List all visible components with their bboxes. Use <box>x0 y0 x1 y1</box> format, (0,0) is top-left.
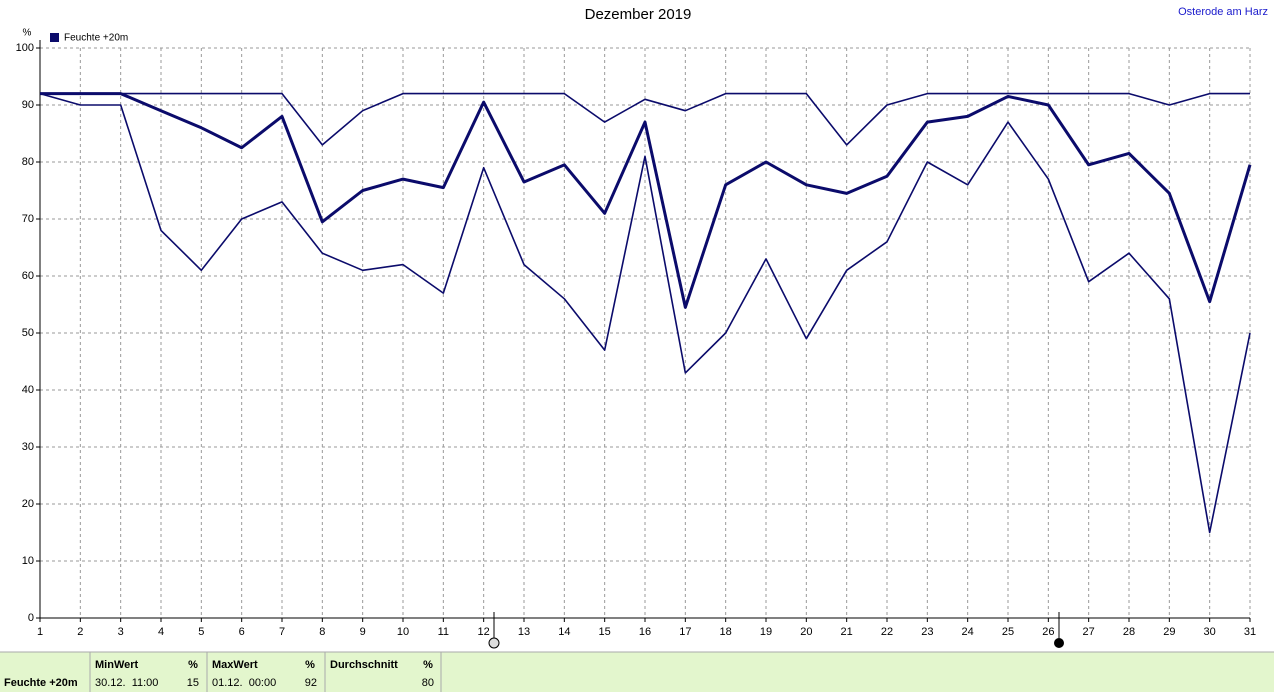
x-tick-label: 26 <box>1042 626 1054 638</box>
summary-value: 92 <box>305 677 317 689</box>
x-tick-label: 27 <box>1083 626 1095 638</box>
x-tick-label: 14 <box>558 626 570 638</box>
summary-time: 01.12. 00:00 <box>212 677 276 689</box>
x-tick-label: 13 <box>518 626 530 638</box>
legend-label: Feuchte +20m <box>64 33 128 44</box>
summary-header: MaxWert <box>212 659 258 671</box>
y-tick-label: 40 <box>22 384 34 396</box>
y-tick-label: 90 <box>22 99 34 111</box>
x-tick-label: 29 <box>1163 626 1175 638</box>
legend-swatch <box>50 33 59 42</box>
x-tick-label: 24 <box>962 626 974 638</box>
x-tick-label: 21 <box>841 626 853 638</box>
x-tick-label: 6 <box>239 626 245 638</box>
x-tick-label: 18 <box>720 626 732 638</box>
x-tick-label: 20 <box>800 626 812 638</box>
summary-panel <box>0 652 1274 692</box>
x-tick-label: 25 <box>1002 626 1014 638</box>
data-line <box>40 92 1250 146</box>
x-tick-label: 15 <box>599 626 611 638</box>
summary-header: MinWert <box>95 659 139 671</box>
summary-unit: % <box>188 659 198 671</box>
x-tick-label: 5 <box>198 626 204 638</box>
y-tick-label: 100 <box>16 42 34 54</box>
summary-label: Feuchte +20m <box>4 677 78 689</box>
y-tick-label: 70 <box>22 213 34 225</box>
new-moon-icon <box>1054 638 1064 648</box>
y-tick-label: 20 <box>22 498 34 510</box>
x-tick-label: 22 <box>881 626 893 638</box>
summary-value: 15 <box>187 677 199 689</box>
x-tick-label: 10 <box>397 626 409 638</box>
y-tick-label: 10 <box>22 555 34 567</box>
x-tick-label: 12 <box>478 626 490 638</box>
x-tick-label: 30 <box>1204 626 1216 638</box>
summary-value: 80 <box>422 677 434 689</box>
x-tick-label: 23 <box>921 626 933 638</box>
y-tick-label: 0 <box>28 612 34 624</box>
location: Osterode am Harz <box>1178 6 1268 18</box>
x-tick-label: 1 <box>37 626 43 638</box>
x-tick-label: 9 <box>360 626 366 638</box>
x-tick-label: 31 <box>1244 626 1256 638</box>
summary-header: Durchschnitt <box>330 659 398 671</box>
x-tick-label: 4 <box>158 626 164 638</box>
chart-title: Dezember 2019 <box>585 6 692 23</box>
full-moon-icon <box>488 637 500 649</box>
y-axis-label: % <box>23 28 32 39</box>
summary-time: 30.12. 11:00 <box>95 677 158 689</box>
x-tick-label: 16 <box>639 626 651 638</box>
x-tick-label: 11 <box>438 626 449 638</box>
y-tick-label: 50 <box>22 327 34 339</box>
x-tick-label: 2 <box>77 626 83 638</box>
y-tick-label: 60 <box>22 270 34 282</box>
x-tick-label: 19 <box>760 626 772 638</box>
data-line <box>40 92 1252 309</box>
x-tick-label: 3 <box>118 626 124 638</box>
summary-unit: % <box>423 659 433 671</box>
x-tick-label: 28 <box>1123 626 1135 638</box>
summary-unit: % <box>305 659 315 671</box>
y-tick-label: 30 <box>22 441 34 453</box>
x-tick-label: 8 <box>319 626 325 638</box>
data-line <box>39 92 1251 534</box>
x-tick-label: 17 <box>679 626 691 638</box>
y-tick-label: 80 <box>22 156 34 168</box>
x-tick-label: 7 <box>279 626 285 638</box>
